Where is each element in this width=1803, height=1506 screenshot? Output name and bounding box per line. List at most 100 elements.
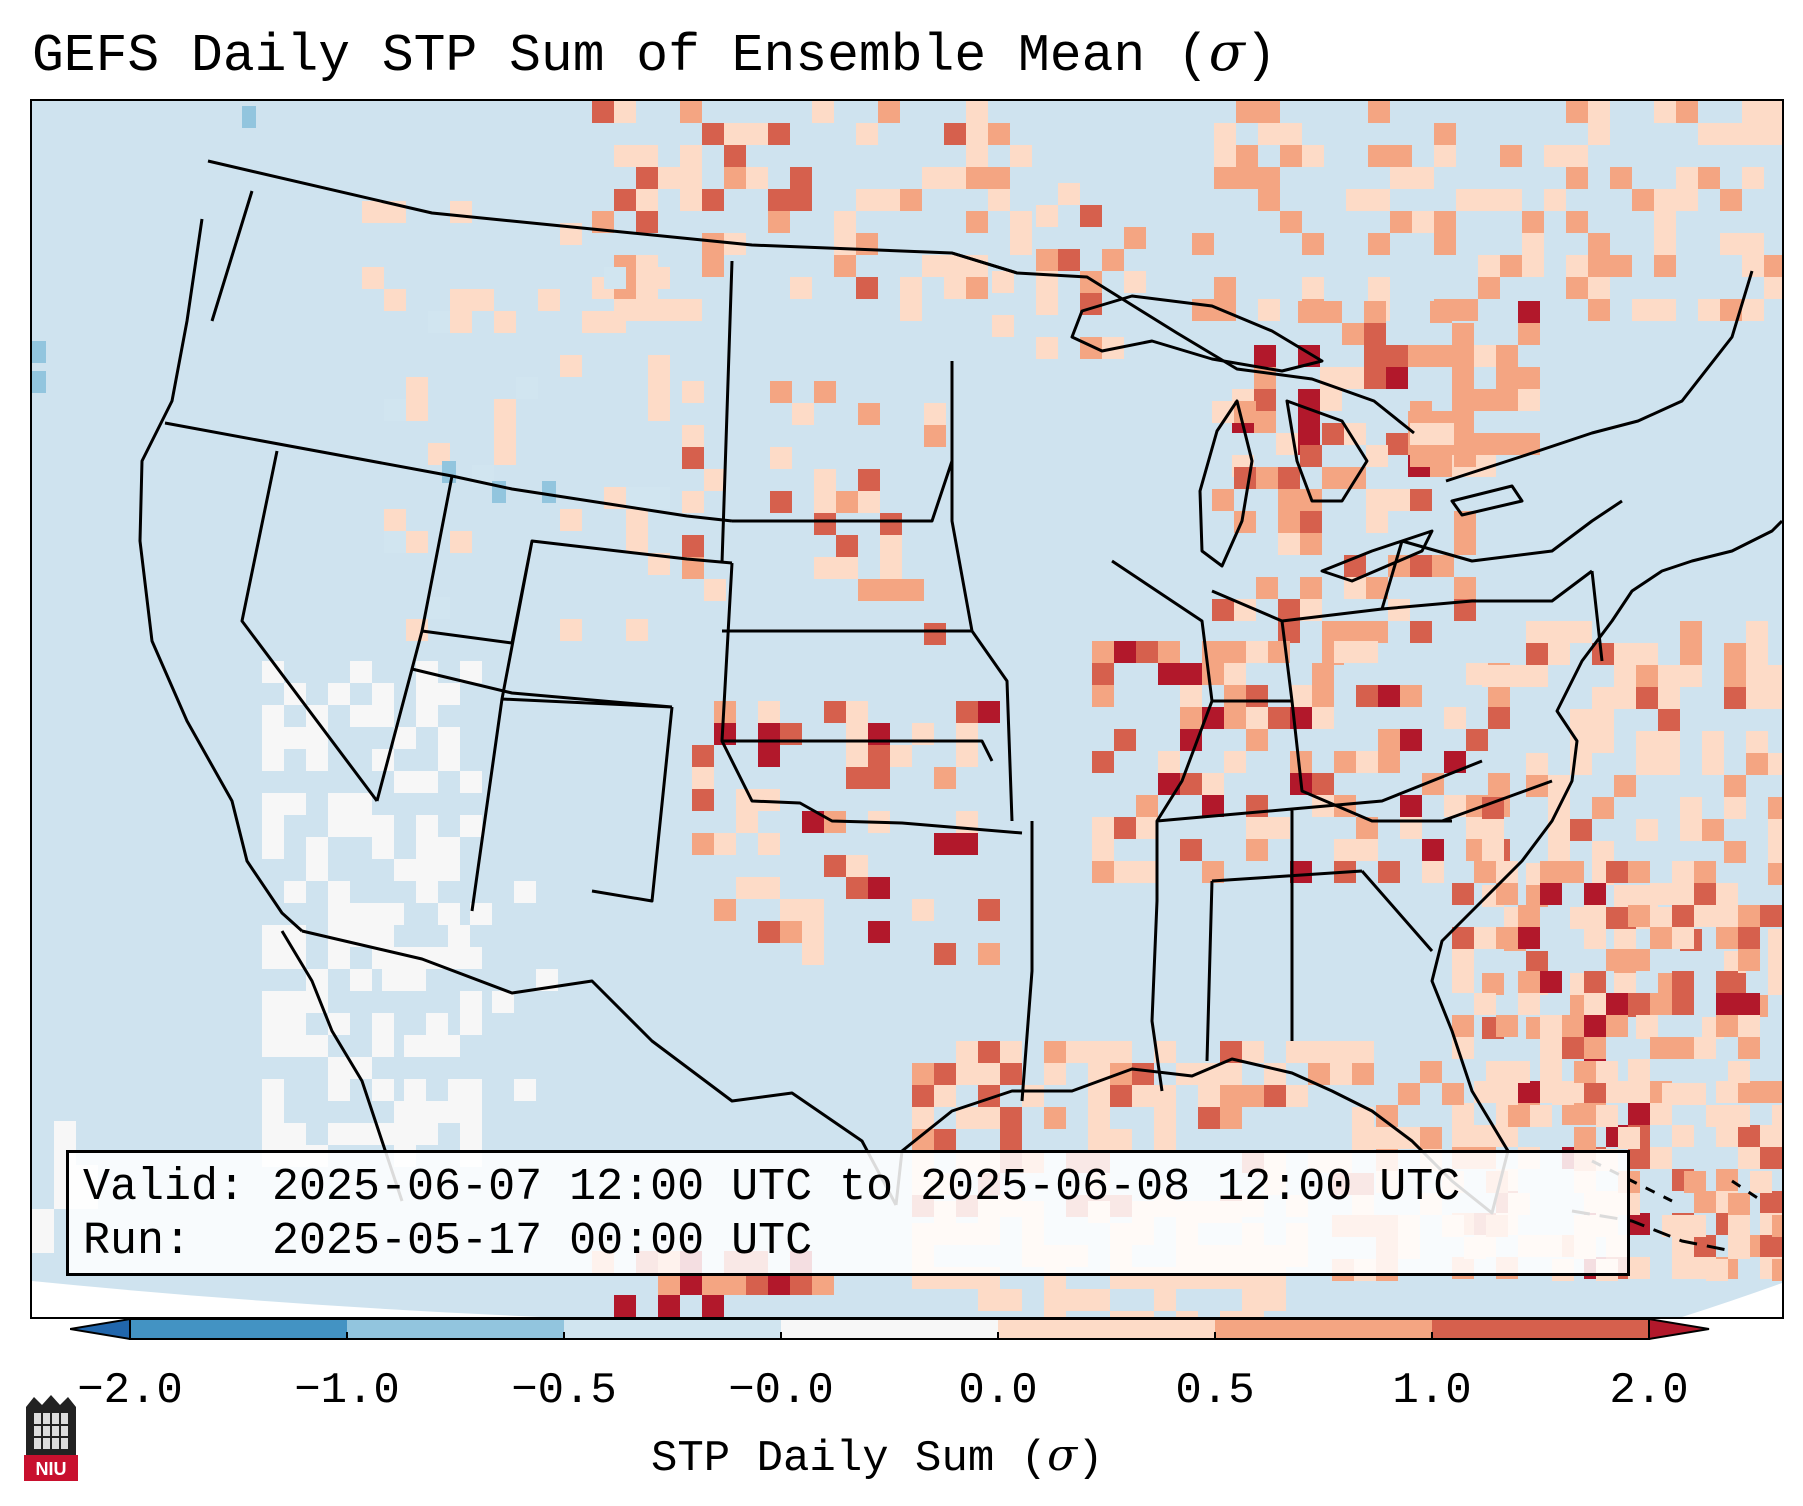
anomaly-cell (658, 1273, 680, 1295)
anomaly-cell (714, 899, 736, 921)
anomaly-cell (1452, 367, 1474, 389)
anomaly-cell (1312, 685, 1334, 707)
anomaly-cell (1432, 423, 1454, 445)
anomaly-cell (1746, 731, 1768, 753)
anomaly-cell (542, 481, 556, 503)
anomaly-cell (1410, 489, 1432, 511)
anomaly-cell (438, 1101, 460, 1123)
anomaly-cell (284, 881, 306, 903)
anomaly-cell (1584, 1015, 1606, 1037)
anomaly-cell (1592, 731, 1614, 753)
anomaly-cell (1180, 685, 1202, 707)
anomaly-cell (790, 189, 812, 211)
anomaly-cell (1684, 1215, 1706, 1237)
anomaly-cell (934, 767, 956, 789)
anomaly-cell (416, 683, 438, 705)
anomaly-cell (1488, 707, 1510, 729)
anomaly-cell (1136, 641, 1158, 663)
anomaly-cell (404, 1035, 426, 1057)
anomaly-cell (1482, 665, 1504, 687)
anomaly-cell (362, 267, 384, 289)
anomaly-cell (1386, 433, 1408, 455)
anomaly-cell (1110, 1311, 1132, 1317)
anomaly-cell (438, 1035, 460, 1057)
anomaly-cell (1378, 751, 1400, 773)
anomaly-cell (1036, 293, 1058, 315)
anomaly-cell (1518, 905, 1540, 927)
anomaly-cell (1574, 1127, 1596, 1149)
anomaly-cell (1246, 729, 1268, 751)
anomaly-cell (494, 399, 516, 421)
anomaly-cell (1264, 1289, 1286, 1311)
anomaly-cell (1342, 367, 1364, 389)
anomaly-cell (372, 815, 394, 837)
anomaly-cell (1456, 299, 1478, 321)
anomaly-cell (978, 899, 1000, 921)
colorbar-label: STP Daily Sum (σ) (651, 1430, 1104, 1484)
anomaly-cell (1724, 797, 1746, 819)
anomaly-cell (900, 277, 922, 299)
anomaly-cell (1136, 795, 1158, 817)
anomaly-cell (636, 299, 658, 321)
anomaly-cell (702, 255, 724, 277)
anomaly-cell (1614, 885, 1636, 907)
anomaly-cell (32, 341, 46, 363)
anomaly-cell (1562, 1015, 1584, 1037)
anomaly-cell (856, 123, 878, 145)
anomaly-cell (1720, 233, 1742, 255)
anomaly-cell (912, 1129, 934, 1151)
anomaly-cell (1434, 123, 1456, 145)
anomaly-cell (1746, 753, 1768, 775)
anomaly-cell (1390, 145, 1412, 167)
anomaly-cell (1368, 145, 1390, 167)
anomaly-cell (1694, 1235, 1716, 1257)
anomaly-cell (538, 289, 560, 311)
anomaly-cell (362, 201, 384, 223)
anomaly-cell (1256, 467, 1278, 489)
anomaly-cell (1636, 819, 1658, 841)
anomaly-cell (1702, 753, 1724, 775)
anomaly-cell (1000, 1129, 1022, 1151)
anomaly-cell (32, 1209, 54, 1231)
anomaly-cell (814, 491, 836, 513)
anomaly-cell (1290, 685, 1312, 707)
anomaly-cell (1474, 389, 1496, 411)
anomaly-cell (492, 991, 514, 1013)
anomaly-cell (1768, 819, 1782, 841)
anomaly-cell (460, 1013, 482, 1035)
anomaly-cell (448, 925, 470, 947)
anomaly-cell (922, 167, 944, 189)
anomaly-cell (658, 167, 680, 189)
anomaly-cell (1746, 665, 1768, 687)
anomaly-cell (262, 991, 284, 1013)
anomaly-cell (1650, 883, 1672, 905)
anomaly-cell (626, 487, 648, 509)
anomaly-cell (1768, 951, 1782, 973)
anomaly-cell (1092, 641, 1114, 663)
anomaly-cell (780, 921, 802, 943)
anomaly-cell (1456, 189, 1478, 211)
anomaly-cell (1628, 861, 1650, 883)
colorbar-bin (347, 1319, 564, 1339)
anomaly-cell (704, 469, 726, 491)
anomaly-cell (966, 101, 988, 123)
anomaly-cell (1728, 1193, 1750, 1215)
anomaly-cell (992, 315, 1014, 337)
anomaly-cell (1088, 1129, 1110, 1151)
anomaly-cell (1518, 993, 1540, 1015)
anomaly-cell (714, 833, 736, 855)
anomaly-cell (956, 1041, 978, 1063)
anomaly-cell (1654, 211, 1676, 233)
anomaly-cell (1224, 641, 1246, 663)
anomaly-cell (1672, 971, 1694, 993)
anomaly-cell (1280, 145, 1302, 167)
anomaly-cell (1540, 883, 1562, 905)
anomaly-cell (746, 1273, 768, 1295)
anomaly-cell (1584, 971, 1606, 993)
anomaly-cell (1716, 883, 1738, 905)
colorbar-tick-label: 2.0 (1609, 1366, 1689, 1416)
anomaly-cell (1000, 1289, 1022, 1311)
anomaly-cell (1114, 817, 1136, 839)
anomaly-cell (1482, 819, 1504, 841)
anomaly-cell (382, 903, 404, 925)
